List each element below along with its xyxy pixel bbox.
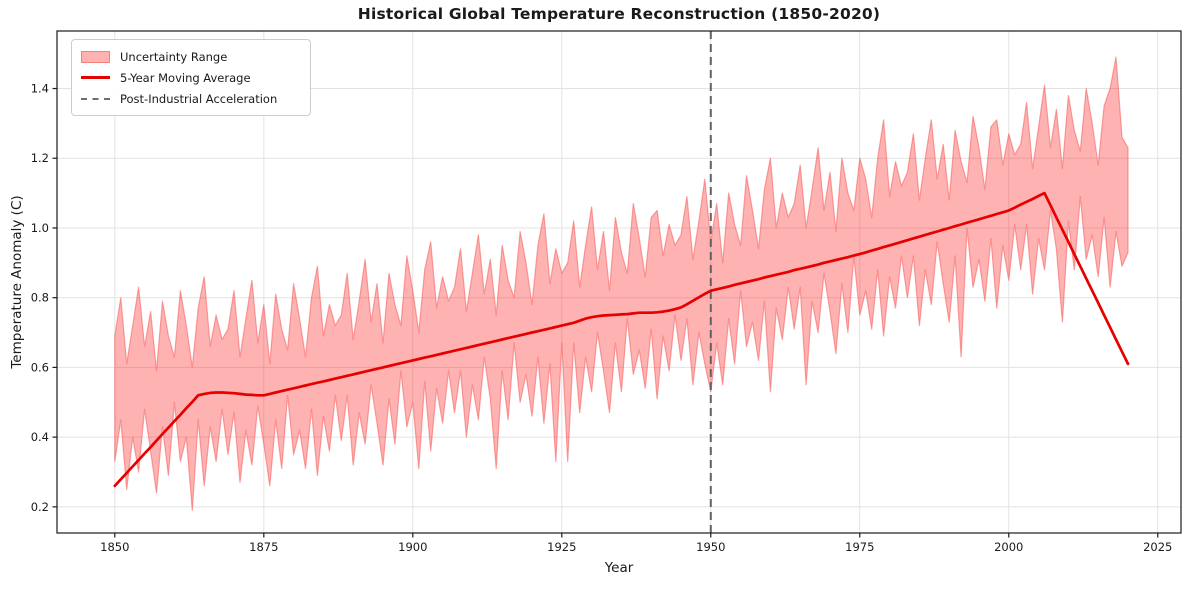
chart-title: Historical Global Temperature Reconstruc… xyxy=(357,5,881,23)
svg-text:0.8: 0.8 xyxy=(31,291,49,305)
legend: Uncertainty Range 5-Year Moving Average … xyxy=(71,39,311,116)
dashed-line-swatch-icon xyxy=(81,97,110,100)
svg-text:1950: 1950 xyxy=(696,540,725,554)
svg-text:1.2: 1.2 xyxy=(31,151,49,165)
svg-text:0.6: 0.6 xyxy=(31,360,49,374)
svg-text:0.4: 0.4 xyxy=(31,430,49,444)
svg-text:0.2: 0.2 xyxy=(31,500,49,514)
y-axis-label: Temperature Anomaly (C) xyxy=(9,195,25,369)
svg-text:1.0: 1.0 xyxy=(31,221,49,235)
x-axis-label: Year xyxy=(604,560,634,576)
svg-text:2000: 2000 xyxy=(994,540,1023,554)
legend-item-post-industrial: Post-Industrial Acceleration xyxy=(81,88,300,109)
svg-text:1850: 1850 xyxy=(100,540,129,554)
legend-item-uncertainty-range: Uncertainty Range xyxy=(81,46,300,67)
red-line-swatch-icon xyxy=(81,76,110,79)
svg-text:1925: 1925 xyxy=(547,540,576,554)
band-swatch-icon xyxy=(81,50,110,63)
svg-text:1900: 1900 xyxy=(398,540,427,554)
legend-label: Post-Industrial Acceleration xyxy=(120,91,278,106)
legend-label: 5-Year Moving Average xyxy=(120,70,251,85)
svg-text:1875: 1875 xyxy=(249,540,278,554)
legend-item-moving-average: 5-Year Moving Average xyxy=(81,67,300,88)
svg-text:1975: 1975 xyxy=(845,540,874,554)
svg-text:1.4: 1.4 xyxy=(31,82,49,96)
legend-label: Uncertainty Range xyxy=(120,49,228,64)
svg-text:2025: 2025 xyxy=(1143,540,1172,554)
